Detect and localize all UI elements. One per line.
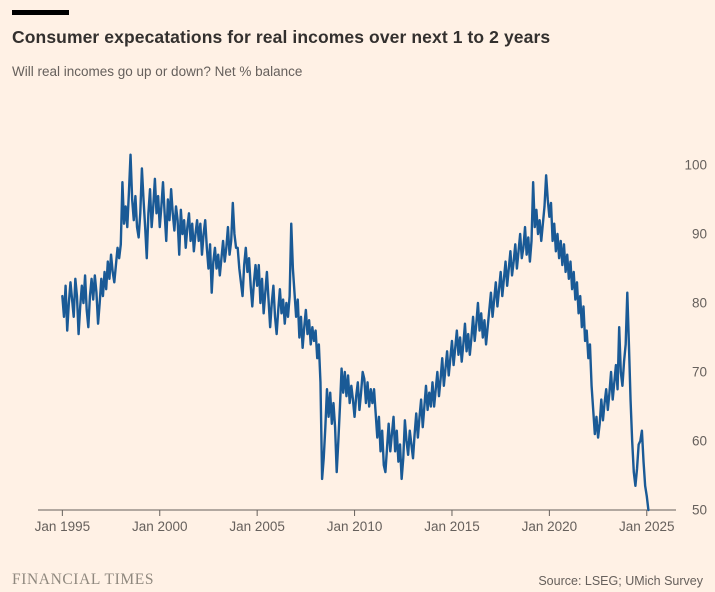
ft-wordmark: FINANCIAL TIMES: [12, 571, 155, 588]
y-axis-tick-label: 80: [692, 296, 707, 311]
x-axis-tick-label: Jan 2015: [424, 519, 480, 534]
x-axis-tick-label: Jan 2010: [327, 519, 383, 534]
x-axis-tick-label: Jan 2005: [229, 519, 285, 534]
x-axis-tick-label: Jan 2000: [132, 519, 188, 534]
y-axis-tick-label: 70: [692, 365, 707, 380]
y-axis-tick-label: 100: [684, 158, 707, 173]
source-note: Source: LSEG; UMich Survey: [538, 574, 703, 588]
y-axis-tick-label: 90: [692, 227, 707, 242]
chart-title: Consumer expecatations for real incomes …: [12, 27, 551, 47]
ft-black-bar: [12, 10, 69, 15]
data-line-net-balance: [61, 153, 650, 512]
y-axis-tick-label: 50: [692, 503, 707, 518]
x-axis-tick-label: Jan 2025: [619, 519, 675, 534]
x-axis-tick-label: Jan 1995: [35, 519, 91, 534]
y-axis-tick-label: 60: [692, 434, 707, 449]
chart-subtitle: Will real incomes go up or down? Net % b…: [12, 64, 303, 79]
x-axis-tick-label: Jan 2020: [522, 519, 578, 534]
